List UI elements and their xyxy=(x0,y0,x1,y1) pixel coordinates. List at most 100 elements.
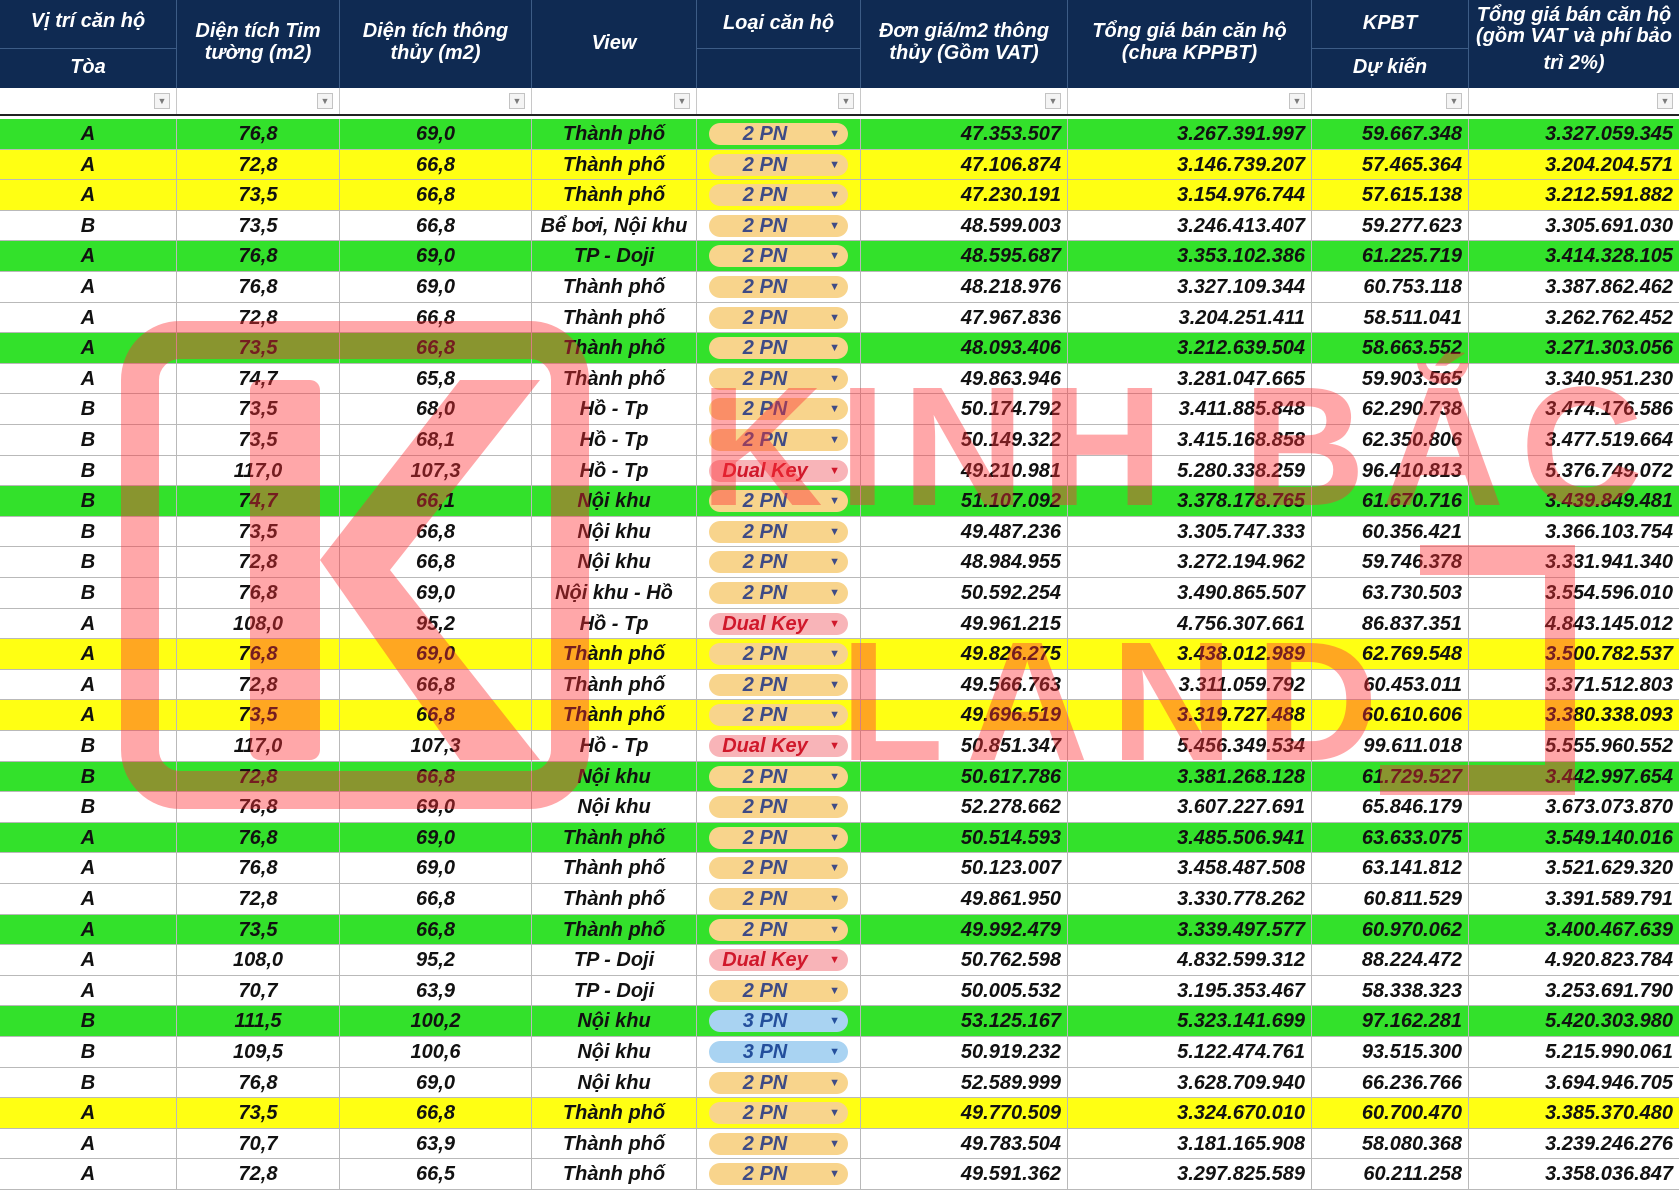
cell-tong-gia-chua-kppbt[interactable]: 3.204.251.411 xyxy=(1068,302,1312,333)
cell-loai-can-ho[interactable]: Dual Key ▼ xyxy=(697,731,861,761)
cell-loai-can-ho[interactable]: 2 PN ▼ xyxy=(697,1159,861,1189)
apartment-type-dropdown[interactable]: 2 PN ▼ xyxy=(709,490,848,513)
apartment-type-dropdown[interactable]: 3 PN ▼ xyxy=(709,1010,848,1033)
cell-don-gia[interactable]: 47.106.874 xyxy=(861,149,1068,180)
cell-toa[interactable]: A xyxy=(0,119,177,149)
cell-tong-gia-chua-kppbt[interactable]: 3.324.670.010 xyxy=(1068,1098,1312,1128)
cell-loai-can-ho[interactable]: 2 PN ▼ xyxy=(697,119,861,149)
cell-toa[interactable]: B xyxy=(0,486,177,516)
cell-kpbt[interactable]: 62.290.738 xyxy=(1312,394,1469,424)
cell-view[interactable]: Nội khu - Hồ xyxy=(532,578,697,608)
apartment-type-dropdown[interactable]: 2 PN ▼ xyxy=(709,643,848,666)
cell-toa[interactable]: A xyxy=(0,822,177,853)
cell-don-gia[interactable]: 50.851.347 xyxy=(861,731,1068,761)
apartment-type-dropdown[interactable]: 2 PN ▼ xyxy=(709,245,848,268)
cell-toa[interactable]: A xyxy=(0,241,177,271)
apartment-type-dropdown[interactable]: 2 PN ▼ xyxy=(709,123,848,145)
cell-kpbt[interactable]: 61.225.719 xyxy=(1312,241,1469,271)
cell-loai-can-ho[interactable]: Dual Key ▼ xyxy=(697,455,861,486)
cell-tong-gia-gom-vat[interactable]: 4.920.823.784 xyxy=(1545,949,1673,972)
apartment-type-dropdown[interactable]: 2 PN ▼ xyxy=(709,765,848,788)
cell-view[interactable]: Thành phố xyxy=(532,302,697,333)
cell-kpbt[interactable]: 97.162.281 xyxy=(1312,1006,1469,1036)
cell-dien-tich-thong-thuy[interactable]: 65,8 xyxy=(340,363,532,394)
cell-toa[interactable]: A xyxy=(0,333,177,363)
cell-toa[interactable]: A xyxy=(0,1159,177,1189)
apartment-type-dropdown[interactable]: 2 PN ▼ xyxy=(709,857,848,880)
cell-dien-tich-thong-thuy[interactable]: 68,1 xyxy=(340,425,532,455)
apartment-type-dropdown[interactable]: 2 PN ▼ xyxy=(709,704,848,727)
chevron-down-icon[interactable]: ▼ xyxy=(829,617,840,630)
cell-tong-gia-gom-vat[interactable]: 3.371.512.803 xyxy=(1545,673,1673,696)
cell-dien-tich-tim-tuong[interactable]: 109,5 xyxy=(177,1037,340,1067)
cell-tong-gia-gom-vat[interactable]: 3.385.370.480 xyxy=(1545,1102,1673,1125)
cell-tong-gia-chua-kppbt[interactable]: 3.415.168.858 xyxy=(1068,425,1312,455)
cell-tong-gia-gom-vat[interactable]: 5.215.990.061 xyxy=(1545,1041,1673,1063)
cell-dien-tich-thong-thuy[interactable]: 68,0 xyxy=(340,394,532,424)
cell-tong-gia-gom-vat[interactable]: 3.212.591.882 xyxy=(1545,184,1673,207)
chevron-down-icon[interactable]: ▼ xyxy=(829,862,840,875)
cell-view[interactable]: TP - Doji xyxy=(532,945,697,975)
cell-view[interactable]: Hồ - Tp xyxy=(532,394,697,424)
cell-tong-gia-chua-kppbt[interactable]: 5.456.349.534 xyxy=(1068,731,1312,761)
cell-toa[interactable]: B xyxy=(0,516,177,547)
cell-dien-tich-tim-tuong[interactable]: 72,8 xyxy=(177,302,340,333)
cell-tong-gia-chua-kppbt[interactable]: 3.297.825.589 xyxy=(1068,1159,1312,1189)
chevron-down-icon[interactable]: ▼ xyxy=(829,403,840,416)
cell-tong-gia-gom-vat[interactable]: 3.477.519.664 xyxy=(1545,429,1673,451)
chevron-down-icon[interactable]: ▼ xyxy=(829,1107,840,1120)
cell-dien-tich-thong-thuy[interactable]: 66,8 xyxy=(340,669,532,700)
cell-don-gia[interactable]: 49.566.763 xyxy=(861,669,1068,700)
cell-tong-gia-gom-vat[interactable]: 5.376.749.072 xyxy=(1545,459,1673,482)
cell-kpbt[interactable]: 59.277.623 xyxy=(1312,210,1469,241)
cell-tong-gia-chua-kppbt[interactable]: 3.319.727.488 xyxy=(1068,700,1312,730)
cell-loai-can-ho[interactable]: Dual Key ▼ xyxy=(697,608,861,639)
cell-dien-tich-tim-tuong[interactable]: 70,7 xyxy=(177,1128,340,1159)
chevron-down-icon[interactable]: ▼ xyxy=(829,219,840,232)
chevron-down-icon[interactable]: ▼ xyxy=(829,648,840,661)
cell-loai-can-ho[interactable]: 2 PN ▼ xyxy=(697,547,861,577)
apartment-type-dropdown[interactable]: 2 PN ▼ xyxy=(709,429,848,451)
cell-toa[interactable]: B xyxy=(0,1037,177,1067)
cell-view[interactable]: Thành phố xyxy=(532,363,697,394)
apartment-type-dropdown[interactable]: 2 PN ▼ xyxy=(709,337,848,360)
cell-tong-gia-gom-vat[interactable]: 3.391.589.791 xyxy=(1545,888,1673,910)
cell-view[interactable]: Thành phố xyxy=(532,119,697,149)
cell-dien-tich-tim-tuong[interactable]: 111,5 xyxy=(177,1006,340,1036)
cell-dien-tich-tim-tuong[interactable]: 76,8 xyxy=(177,1067,340,1098)
cell-don-gia[interactable]: 49.863.946 xyxy=(861,363,1068,394)
cell-don-gia[interactable]: 50.919.232 xyxy=(861,1037,1068,1067)
cell-dien-tich-thong-thuy[interactable]: 66,8 xyxy=(340,547,532,577)
cell-view[interactable]: Nội khu xyxy=(532,1067,697,1098)
cell-don-gia[interactable]: 49.783.504 xyxy=(861,1128,1068,1159)
cell-dien-tich-tim-tuong[interactable]: 73,5 xyxy=(177,210,340,241)
cell-toa[interactable]: A xyxy=(0,180,177,210)
cell-view[interactable]: Nội khu xyxy=(532,792,697,822)
chevron-down-icon[interactable]: ▼ xyxy=(829,984,840,997)
cell-kpbt[interactable]: 57.465.364 xyxy=(1312,149,1469,180)
cell-don-gia[interactable]: 48.218.976 xyxy=(861,272,1068,302)
cell-loai-can-ho[interactable]: 2 PN ▼ xyxy=(697,486,861,516)
chevron-down-icon[interactable]: ▼ xyxy=(829,831,840,844)
cell-dien-tich-tim-tuong[interactable]: 72,8 xyxy=(177,884,340,914)
cell-dien-tich-thong-thuy[interactable]: 63,9 xyxy=(340,1128,532,1159)
cell-view[interactable]: Thành phố xyxy=(532,822,697,853)
cell-dien-tich-tim-tuong[interactable]: 72,8 xyxy=(177,761,340,792)
cell-dien-tich-tim-tuong[interactable]: 117,0 xyxy=(177,455,340,486)
cell-dien-tich-thong-thuy[interactable]: 69,0 xyxy=(340,792,532,822)
cell-tong-gia-chua-kppbt[interactable]: 5.122.474.761 xyxy=(1068,1037,1312,1067)
cell-toa[interactable]: A xyxy=(0,272,177,302)
chevron-down-icon[interactable]: ▼ xyxy=(829,311,840,324)
cell-dien-tich-tim-tuong[interactable]: 76,8 xyxy=(177,853,340,883)
chevron-down-icon[interactable]: ▼ xyxy=(829,464,840,477)
cell-toa[interactable]: A xyxy=(0,975,177,1006)
cell-don-gia[interactable]: 52.278.662 xyxy=(861,792,1068,822)
cell-kpbt[interactable]: 96.410.813 xyxy=(1312,455,1469,486)
cell-dien-tich-thong-thuy[interactable]: 66,8 xyxy=(340,149,532,180)
cell-loai-can-ho[interactable]: 2 PN ▼ xyxy=(697,914,861,945)
cell-tong-gia-chua-kppbt[interactable]: 4.832.599.312 xyxy=(1068,945,1312,975)
cell-kpbt[interactable]: 60.700.470 xyxy=(1312,1098,1469,1128)
cell-toa[interactable]: A xyxy=(0,669,177,700)
cell-loai-can-ho[interactable]: Dual Key ▼ xyxy=(697,945,861,975)
cell-kpbt[interactable]: 61.670.716 xyxy=(1312,486,1469,516)
